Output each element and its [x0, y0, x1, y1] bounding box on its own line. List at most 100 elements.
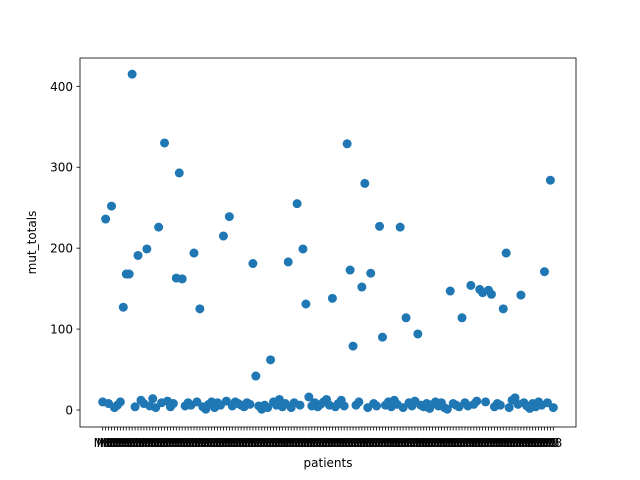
- data-point: [118, 302, 128, 312]
- data-point: [516, 290, 526, 300]
- x-tick-label: M8: [223, 436, 241, 450]
- x-tick-label: M8: [206, 436, 224, 450]
- x-tick-label: M8: [156, 436, 174, 450]
- x-tick-label: M8: [132, 436, 150, 450]
- x-tick-label: M8: [491, 436, 509, 450]
- y-tick-label: 400: [50, 80, 73, 94]
- x-tick-label: M8: [188, 436, 206, 450]
- data-point: [177, 274, 187, 284]
- x-tick-label: M8: [400, 436, 418, 450]
- x-tick-label: M8: [197, 436, 215, 450]
- x-tick-label: M8: [465, 436, 483, 450]
- x-tick-label: M8: [267, 436, 285, 450]
- x-tick-label: M8: [406, 436, 424, 450]
- x-tick-label: M8: [111, 436, 129, 450]
- x-tick-label: M8: [318, 436, 336, 450]
- x-axis-label: patients: [304, 456, 353, 470]
- data-point: [251, 371, 261, 381]
- data-point: [327, 293, 337, 303]
- data-point: [115, 397, 125, 407]
- x-tick-label: M8: [391, 436, 409, 450]
- x-tick-label: M8: [203, 436, 221, 450]
- x-tick-label: M8: [477, 436, 495, 450]
- x-tick-label: M8: [462, 436, 480, 450]
- x-tick-label: M8: [480, 436, 498, 450]
- x-tick-label: M8: [282, 436, 300, 450]
- x-tick-label: M8: [482, 436, 500, 450]
- x-tick-label: M8: [527, 436, 545, 450]
- x-tick-label: M8: [194, 436, 212, 450]
- x-tick-label: M8: [494, 436, 512, 450]
- y-tick-label: 300: [50, 161, 73, 175]
- x-tick-label: M8: [353, 436, 371, 450]
- data-point: [168, 399, 178, 409]
- x-tick-label: M8: [323, 436, 341, 450]
- x-tick-label: M8: [129, 436, 147, 450]
- data-point: [457, 313, 467, 323]
- x-tick-label: M8: [376, 436, 394, 450]
- data-point: [266, 355, 276, 365]
- x-tick-label: M8: [220, 436, 238, 450]
- data-point: [218, 231, 228, 241]
- data-point: [101, 214, 111, 224]
- x-tick-label: M8: [217, 436, 235, 450]
- x-tick-label: M8: [388, 436, 406, 450]
- x-tick-label: M8: [306, 436, 324, 450]
- x-tick-label: M8: [108, 436, 126, 450]
- x-tick-label: M8: [415, 436, 433, 450]
- x-tick-label: M8: [123, 436, 141, 450]
- x-tick-label: M8: [424, 436, 442, 450]
- x-tick-label: M8: [509, 436, 527, 450]
- x-tick-label: M8: [173, 436, 191, 450]
- data-point: [548, 403, 558, 413]
- x-tick-label: M8: [535, 436, 553, 450]
- x-tick-label: M8: [332, 436, 350, 450]
- data-point: [495, 400, 505, 410]
- data-point: [413, 329, 423, 339]
- x-tick-label: M8: [447, 436, 465, 450]
- data-point: [224, 212, 234, 222]
- data-point: [283, 257, 293, 267]
- x-tick-label: M8: [161, 436, 179, 450]
- x-tick-label: M8: [429, 436, 447, 450]
- x-tick-label: M8: [518, 436, 536, 450]
- x-tick-label: M8: [515, 436, 533, 450]
- x-tick-label: M8: [397, 436, 415, 450]
- data-point: [304, 392, 314, 402]
- x-tick-label: M8: [394, 436, 412, 450]
- x-tick-label: M8: [126, 436, 144, 450]
- x-tick-label: M8: [256, 436, 274, 450]
- x-tick-label: M8: [427, 436, 445, 450]
- x-tick-label: M8: [335, 436, 353, 450]
- x-tick-label: M8: [114, 436, 132, 450]
- x-tick-label: M8: [211, 436, 229, 450]
- x-tick-label: M8: [182, 436, 200, 450]
- y-ticks: 0 100 200 300 400: [50, 80, 80, 418]
- x-tick-label: M8: [265, 436, 283, 450]
- x-tick-label: M8: [459, 436, 477, 450]
- data-point: [195, 304, 205, 314]
- x-tick-label: M8: [144, 436, 162, 450]
- x-tick-label: M8: [362, 436, 380, 450]
- data-point: [377, 332, 387, 342]
- x-tick-label: M8: [250, 436, 268, 450]
- x-tick-label: M8: [170, 436, 188, 450]
- x-tick-label: M8: [530, 436, 548, 450]
- data-point: [545, 175, 555, 185]
- data-point: [127, 69, 137, 79]
- x-tick-label: M8: [488, 436, 506, 450]
- data-point: [345, 265, 355, 275]
- x-tick-label: M8: [117, 436, 135, 450]
- x-tick-label: M8: [158, 436, 176, 450]
- data-point: [486, 289, 496, 299]
- data-point: [298, 244, 308, 254]
- data-point: [445, 286, 455, 296]
- x-tick-label: M8: [435, 436, 453, 450]
- data-point: [375, 221, 385, 231]
- data-point: [360, 178, 370, 188]
- x-tick-label: M8: [294, 436, 312, 450]
- x-tick-label: M8: [100, 436, 118, 450]
- x-tick-label: M8: [291, 436, 309, 450]
- x-tick-label: M8: [300, 436, 318, 450]
- data-point: [124, 269, 134, 279]
